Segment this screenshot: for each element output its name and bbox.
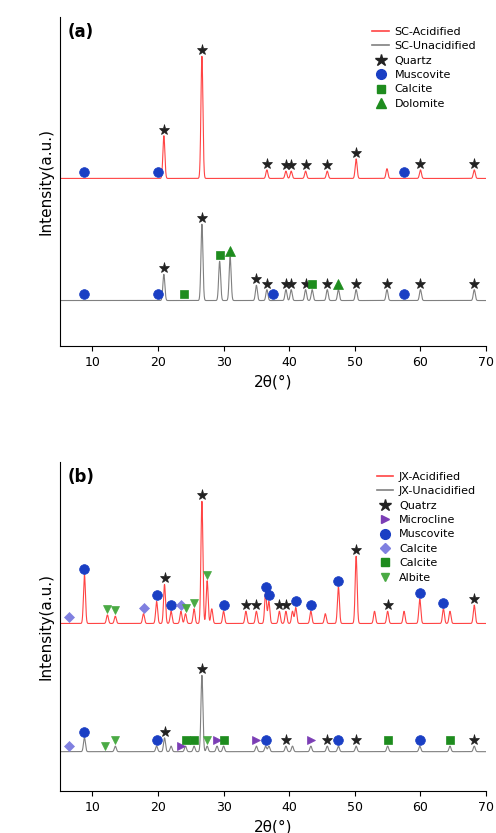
Text: (b): (b) <box>68 468 95 486</box>
Y-axis label: Intensity(a.u.): Intensity(a.u.) <box>39 128 54 235</box>
Legend: SC-Acidified, SC-Unacidified, Quartz, Muscovite, Calcite, Dolomite: SC-Acidified, SC-Unacidified, Quartz, Mu… <box>368 22 481 113</box>
X-axis label: 2θ(°): 2θ(°) <box>253 375 292 390</box>
X-axis label: 2θ(°): 2θ(°) <box>253 820 292 833</box>
Y-axis label: Intensity(a.u.): Intensity(a.u.) <box>39 573 54 680</box>
Legend: JX-Acidified, JX-Unacidified, Quatrz, Microcline, Muscovite, Calcite, Calcite, A: JX-Acidified, JX-Unacidified, Quatrz, Mi… <box>372 467 481 587</box>
Text: (a): (a) <box>68 23 94 42</box>
